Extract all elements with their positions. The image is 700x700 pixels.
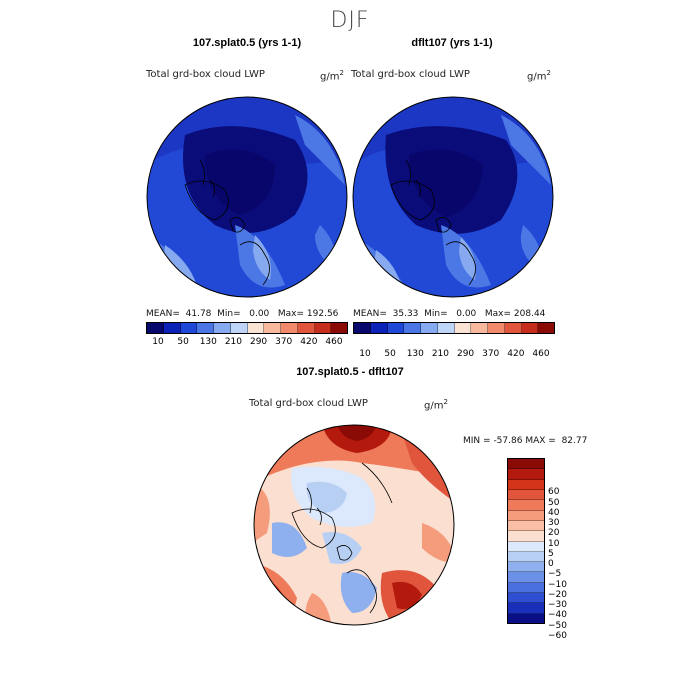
panel1-colorbar-swatch (297, 323, 315, 333)
diff-colorbar-swatch (508, 489, 544, 501)
panel2-colorbar-swatch (488, 323, 505, 333)
panel1-variable-label: Total grd-box cloud LWP (146, 69, 265, 80)
panel1-colorbar-swatch (264, 323, 281, 333)
panel2-variable-label: Total grd-box cloud LWP (351, 69, 470, 80)
panel2-polar-map (352, 96, 554, 298)
panel1-colorbar-swatch (214, 323, 231, 333)
diff-colorbar-swatch (508, 541, 544, 552)
diff-colorbar-swatch (508, 531, 544, 542)
diff-colorbar-swatch (508, 520, 544, 532)
panel1-colorbar-swatch (230, 323, 248, 333)
diff-colorbar-tick-label: −40 (548, 610, 567, 621)
diff-colorbar-tick-label: 10 (548, 538, 560, 549)
panel2-colorbar (353, 322, 555, 334)
panel2-colorbar-tick-label: 130 (406, 349, 424, 359)
diff-colorbar-tick-label: −50 (548, 620, 567, 631)
panel1-polar-map (146, 96, 348, 298)
diff-colorbar-swatch (508, 603, 544, 614)
panel1-colorbar-swatch (180, 323, 198, 333)
diff-colorbar-tick-label: 0 (548, 559, 554, 569)
diff-title: 107.splat0.5 - dflt107 (296, 366, 404, 378)
diff-colorbar-tick-label: 30 (548, 518, 560, 528)
panel1-colorbar-tick-label: 460 (325, 337, 343, 347)
panel2-colorbar-labels: 10 50 130 210 290 370 420 460 (353, 349, 553, 361)
panel1-colorbar-swatch (314, 323, 332, 333)
panel1-colorbar-tick-label: 10 (152, 337, 164, 347)
diff-colorbar (507, 458, 545, 624)
diff-minmax: MIN = -57.86 MAX = 82.77 (463, 436, 588, 446)
season-title: DJF (330, 8, 370, 33)
panel2-colorbar-swatch (370, 323, 388, 333)
diff-colorbar-swatch (508, 582, 544, 594)
panel1-units: g/m2 (320, 69, 344, 83)
panel2-colorbar-swatch (421, 323, 438, 333)
panel1-colorbar-labels: 10 50 130 210 290 370 420 460 (146, 337, 346, 349)
diff-colorbar-tick-label: −20 (548, 589, 567, 600)
panel2-colorbar-tick-label: 50 (384, 349, 396, 359)
diff-colorbar-tick-label: 5 (548, 548, 554, 559)
diff-colorbar-swatch (508, 613, 544, 623)
panel2-colorbar-tick-label: 370 (482, 349, 500, 359)
diff-colorbar-tick-label: 20 (548, 528, 560, 539)
diff-colorbar-swatch (508, 551, 544, 563)
diff-variable-label: Total grd-box cloud LWP (249, 398, 368, 409)
panel1-stats: MEAN= 41.78 Min= 0.00 Max= 192.56 (146, 309, 339, 319)
panel2-colorbar-swatch (454, 323, 472, 333)
panel1-colorbar-tick-label: 290 (249, 337, 268, 347)
panel2-colorbar-tick-label: 10 (359, 349, 371, 359)
panel2-colorbar-swatch (471, 323, 488, 333)
diff-colorbar-swatch (508, 572, 544, 583)
diff-colorbar-tick-label: −5 (548, 569, 562, 580)
panel2-colorbar-tick-label: 460 (532, 349, 550, 359)
diff-units: g/m2 (424, 398, 448, 412)
diff-polar-map (253, 424, 455, 626)
panel2-colorbar-swatch (387, 323, 405, 333)
panel1-colorbar (146, 322, 348, 334)
panel1-colorbar-tick-label: 420 (300, 337, 318, 347)
diff-colorbar-tick-label: −60 (548, 630, 567, 641)
diff-colorbar-tick-label: −30 (548, 600, 567, 610)
panel2-colorbar-swatch (504, 323, 522, 333)
panel1-colorbar-tick-label: 130 (199, 337, 217, 347)
panel2-title: dflt107 (yrs 1-1) (411, 37, 493, 49)
panel2-colorbar-swatch (404, 323, 421, 333)
panel2-colorbar-tick-label: 210 (431, 349, 450, 359)
diff-colorbar-tick-label: −10 (548, 579, 567, 590)
panel1-colorbar-tick-label: 210 (224, 337, 243, 347)
diff-colorbar-swatch (508, 500, 544, 511)
diff-colorbar-tick-label: 40 (548, 507, 560, 518)
panel2-colorbar-swatch (538, 323, 554, 333)
panel2-units: g/m2 (527, 69, 551, 83)
panel1-colorbar-tick-label: 370 (275, 337, 293, 347)
panel2-colorbar-swatch (521, 323, 539, 333)
diff-colorbar-swatch (508, 479, 544, 490)
panel1-colorbar-swatch (331, 323, 347, 333)
diff-colorbar-swatch (508, 593, 544, 604)
diff-colorbar-tick-label: 60 (548, 487, 560, 498)
panel1-colorbar-swatch (247, 323, 265, 333)
panel1-colorbar-tick-label: 50 (177, 337, 189, 347)
panel2-colorbar-tick-label: 290 (456, 349, 475, 359)
panel2-colorbar-swatch (437, 323, 455, 333)
panel1-colorbar-swatch (147, 323, 164, 333)
panel1-colorbar-swatch (197, 323, 214, 333)
diff-colorbar-tick-label: 50 (548, 497, 560, 508)
panel2-colorbar-swatch (354, 323, 371, 333)
panel2-stats: MEAN= 35.33 Min= 0.00 Max= 208.44 (353, 309, 546, 319)
panel1-colorbar-swatch (163, 323, 181, 333)
diff-colorbar-swatch (508, 562, 544, 573)
diff-colorbar-swatch (508, 469, 544, 480)
panel1-colorbar-swatch (281, 323, 298, 333)
diff-colorbar-swatch (508, 510, 544, 521)
panel1-title: 107.splat0.5 (yrs 1-1) (192, 37, 302, 49)
diff-colorbar-swatch (508, 459, 544, 470)
diff-colorbar-labels: 60 50 40 30 20 10 5 0 −5 −10 −20 −30 −40 −50 −60 (548, 482, 588, 646)
panel2-colorbar-tick-label: 420 (507, 349, 525, 359)
